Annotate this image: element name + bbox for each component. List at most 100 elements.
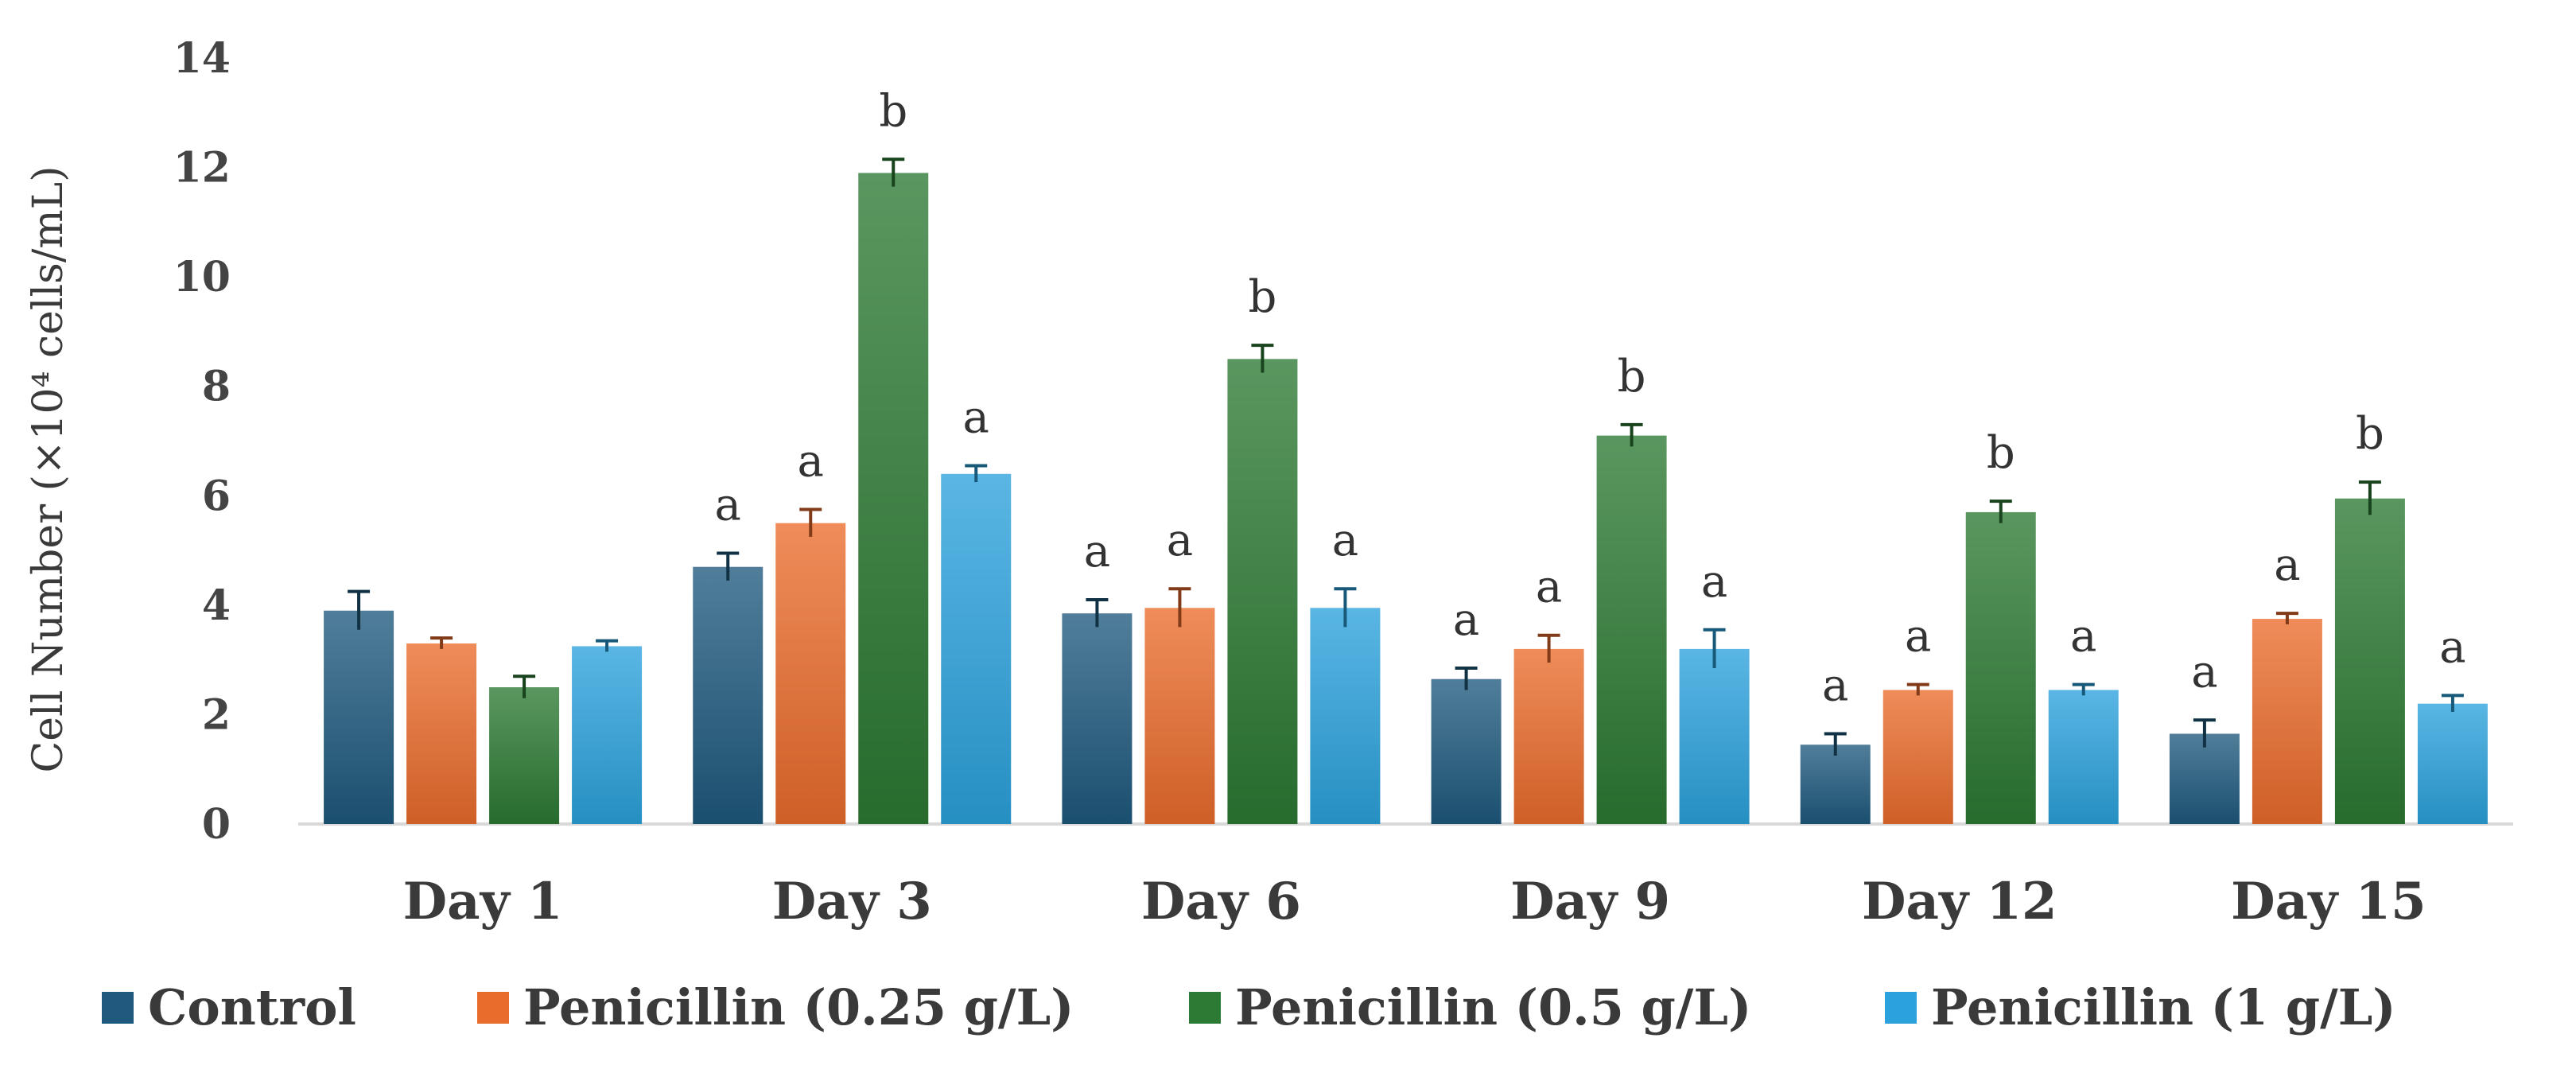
significance-letter: a xyxy=(715,480,741,531)
y-tick-label: 2 xyxy=(202,690,231,739)
error-bar xyxy=(1620,422,1643,447)
bar xyxy=(1062,613,1133,824)
error-bar xyxy=(2441,694,2464,712)
error-bar xyxy=(2193,718,2216,748)
legend-swatch xyxy=(102,992,134,1024)
bar xyxy=(489,687,560,824)
bar xyxy=(1679,648,1750,824)
error-bar xyxy=(2072,682,2095,696)
legend-label: Penicillin (0.25 g/L) xyxy=(523,978,1074,1036)
x-tick-label: Day 1 xyxy=(403,872,563,931)
error-bar xyxy=(1251,344,1274,373)
error-bar xyxy=(1824,732,1847,756)
bar xyxy=(324,610,394,824)
significance-letters: a a b a a a b a a a b a a a b a a a b a xyxy=(715,85,2466,711)
legend-item: Penicillin (1 g/L) xyxy=(1885,978,2396,1036)
significance-letter: a xyxy=(963,391,989,443)
bar xyxy=(1800,744,1871,824)
bar xyxy=(2048,690,2119,824)
bar xyxy=(2252,619,2322,824)
y-tick-label: 10 xyxy=(173,253,231,301)
bar xyxy=(858,173,929,824)
legend-item: Control xyxy=(102,978,356,1036)
error-bar xyxy=(965,464,988,483)
error-bar xyxy=(2358,480,2381,515)
error-bar xyxy=(1906,682,1929,696)
significance-letter: a xyxy=(2439,621,2465,673)
bar xyxy=(941,473,1012,824)
significance-letter: b xyxy=(879,85,907,137)
y-tick-label: 0 xyxy=(202,800,231,849)
x-axis-category-labels: Day 1 Day 3 Day 6 Day 9 Day 12 Day 15 xyxy=(403,872,2426,931)
legend-swatch xyxy=(1885,992,1917,1024)
y-axis-label: Cell Number (×10⁴ cells/mL) xyxy=(25,166,72,773)
error-bar xyxy=(717,551,740,581)
legend-item: Penicillin (0.25 g/L) xyxy=(477,978,1074,1036)
significance-letter: a xyxy=(1536,562,1562,613)
significance-letter: a xyxy=(1905,611,1931,663)
bar xyxy=(1144,608,1215,824)
legend-swatch xyxy=(1189,992,1221,1024)
significance-letter: a xyxy=(1701,556,1727,608)
significance-letter: a xyxy=(2274,539,2300,591)
bar xyxy=(693,566,763,824)
error-bar xyxy=(1334,587,1357,628)
error-bar xyxy=(1989,500,2012,523)
significance-letter: a xyxy=(798,435,824,487)
y-tick-label: 8 xyxy=(202,363,231,411)
bar xyxy=(406,643,477,824)
x-tick-label: Day 15 xyxy=(2231,872,2426,931)
bar xyxy=(1596,435,1667,824)
significance-letter: b xyxy=(1248,271,1276,323)
bar xyxy=(1882,690,1953,824)
error-bar xyxy=(596,639,619,652)
significance-letter: a xyxy=(1084,526,1110,577)
bar xyxy=(1965,511,2036,824)
error-bar xyxy=(882,157,905,187)
bars xyxy=(324,173,2488,825)
significance-letter: b xyxy=(1618,351,1646,402)
y-axis-label-group: Cell Number (×10⁴ cells/mL) xyxy=(25,166,72,773)
error-bar xyxy=(799,507,822,537)
y-tick-label: 4 xyxy=(202,581,231,630)
x-tick-label: Day 3 xyxy=(772,872,932,931)
error-bar xyxy=(1703,628,1726,668)
legend-label: Penicillin (1 g/L) xyxy=(1931,978,2396,1036)
bar xyxy=(572,646,643,824)
x-tick-label: Day 12 xyxy=(1862,872,2057,931)
error-bar xyxy=(430,636,453,649)
bar xyxy=(1227,359,1298,825)
y-tick-label: 6 xyxy=(202,472,231,520)
error-bar xyxy=(2275,612,2298,624)
significance-letter: a xyxy=(2070,611,2096,663)
error-bar xyxy=(1455,666,1478,690)
significance-letter: a xyxy=(1453,594,1479,646)
significance-letter: b xyxy=(1987,427,2015,479)
x-tick-label: Day 9 xyxy=(1510,872,1670,931)
bar xyxy=(1310,608,1381,824)
bar xyxy=(2169,733,2240,824)
error-bar xyxy=(513,674,536,698)
error-bar xyxy=(1537,633,1560,663)
bar xyxy=(1513,648,1584,824)
y-axis-ticks: 0 2 4 6 8 10 12 14 xyxy=(173,34,231,849)
error-bar xyxy=(348,589,371,630)
legend: Control Penicillin (0.25 g/L) Penicillin (… xyxy=(102,978,2396,1036)
x-tick-label: Day 6 xyxy=(1141,872,1301,931)
y-tick-label: 14 xyxy=(173,34,231,83)
bar xyxy=(1431,678,1502,824)
significance-letter: a xyxy=(1167,515,1193,566)
legend-label: Control xyxy=(148,978,356,1036)
bar xyxy=(2334,498,2405,824)
legend-item: Penicillin (0.5 g/L) xyxy=(1189,978,1751,1036)
significance-letter: a xyxy=(1822,660,1848,712)
legend-swatch xyxy=(477,992,509,1024)
bar xyxy=(775,523,846,824)
error-bar xyxy=(1086,597,1109,628)
significance-letter: a xyxy=(2191,646,2217,698)
legend-label: Penicillin (0.5 g/L) xyxy=(1235,978,1751,1036)
error-bars xyxy=(348,157,2464,756)
significance-letter: a xyxy=(1332,515,1358,566)
error-bar xyxy=(1168,587,1191,628)
